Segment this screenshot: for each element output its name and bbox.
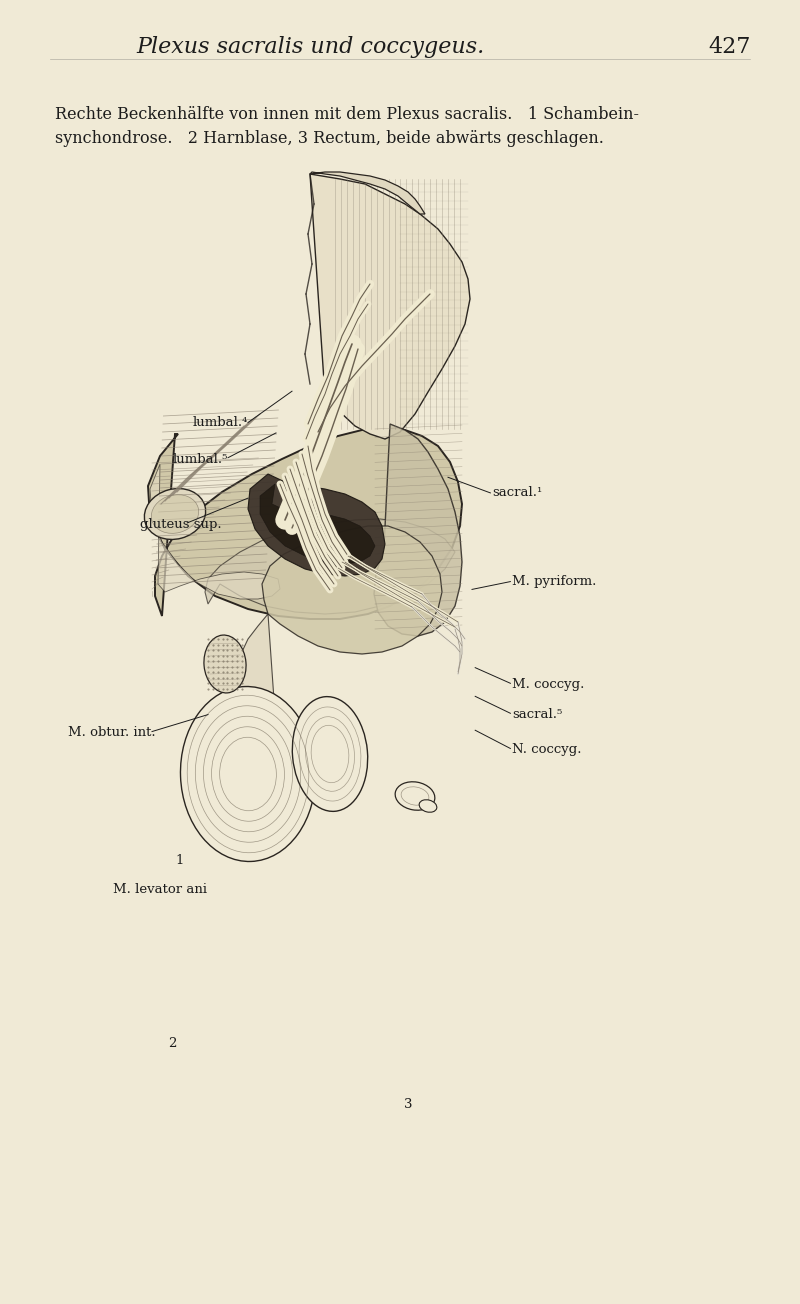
Text: M. coccyg.: M. coccyg.	[512, 678, 584, 691]
Text: sacral.⁵: sacral.⁵	[512, 708, 562, 721]
Text: lumbal.⁴: lumbal.⁴	[193, 416, 248, 429]
Text: M. obtur. int.: M. obtur. int.	[68, 726, 156, 739]
Polygon shape	[260, 484, 375, 565]
Text: 3: 3	[404, 1098, 412, 1111]
Ellipse shape	[204, 635, 246, 692]
Text: 1: 1	[176, 854, 184, 867]
Text: gluteus sup.: gluteus sup.	[140, 518, 222, 531]
Polygon shape	[248, 473, 385, 576]
Text: M. pyriform.: M. pyriform.	[512, 575, 596, 588]
Polygon shape	[310, 173, 470, 439]
Ellipse shape	[395, 782, 435, 810]
Ellipse shape	[181, 686, 315, 862]
Polygon shape	[374, 424, 462, 636]
Ellipse shape	[144, 489, 206, 540]
Polygon shape	[150, 464, 280, 599]
Ellipse shape	[419, 799, 437, 812]
Text: Plexus sacralis und coccygeus.: Plexus sacralis und coccygeus.	[136, 37, 484, 57]
Text: 427: 427	[709, 37, 751, 57]
Polygon shape	[205, 519, 455, 614]
Ellipse shape	[292, 696, 368, 811]
Text: sacral.¹: sacral.¹	[492, 486, 542, 499]
Polygon shape	[310, 172, 425, 214]
Text: synchondrose.   2 Harnblase, 3 Rectum, beide abwärts geschlagen.: synchondrose. 2 Harnblase, 3 Rectum, bei…	[55, 130, 604, 147]
Text: Rechte Beckenhälfte von innen mit dem Plexus sacralis.   1 Schambein-: Rechte Beckenhälfte von innen mit dem Pl…	[55, 106, 639, 123]
Polygon shape	[148, 428, 462, 619]
Ellipse shape	[151, 494, 198, 533]
Text: lumbal.⁵: lumbal.⁵	[173, 452, 228, 466]
Text: 2: 2	[168, 1037, 176, 1050]
Text: N. coccyg.: N. coccyg.	[512, 743, 582, 756]
Polygon shape	[262, 526, 442, 655]
Text: M. levator ani: M. levator ani	[113, 883, 207, 896]
Polygon shape	[232, 614, 278, 752]
